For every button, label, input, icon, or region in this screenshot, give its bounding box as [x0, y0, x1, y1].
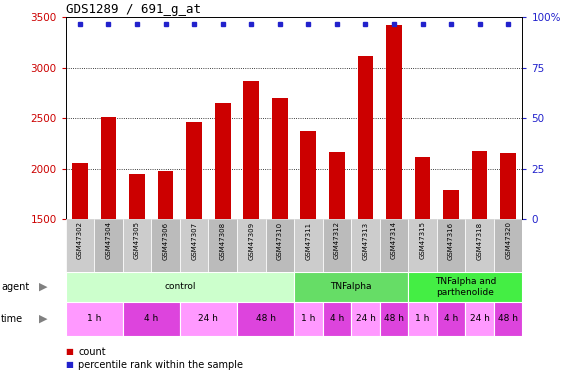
Bar	[180, 219, 208, 272]
Bar	[351, 302, 380, 336]
Text: TNFalpha: TNFalpha	[331, 282, 372, 291]
Text: GSM47311: GSM47311	[305, 222, 311, 260]
Text: agent: agent	[1, 282, 29, 292]
Bar	[465, 302, 494, 336]
Bar	[437, 302, 465, 336]
Text: ▶: ▶	[39, 282, 47, 292]
Text: 1 h: 1 h	[301, 314, 316, 323]
Text: 24 h: 24 h	[356, 314, 375, 323]
Text: GSM47312: GSM47312	[334, 222, 340, 260]
Bar	[208, 219, 237, 272]
Bar	[272, 98, 288, 219]
Bar	[123, 302, 180, 336]
Bar	[300, 131, 316, 219]
Text: GSM47309: GSM47309	[248, 222, 254, 260]
Bar	[494, 219, 522, 272]
Bar	[129, 174, 145, 219]
Bar	[66, 302, 123, 336]
Bar	[443, 190, 459, 219]
Text: GSM47318: GSM47318	[477, 222, 482, 260]
Bar	[123, 219, 151, 272]
Text: control: control	[164, 282, 196, 291]
Bar	[151, 219, 180, 272]
Text: 48 h: 48 h	[498, 314, 518, 323]
Text: GSM47304: GSM47304	[106, 222, 111, 260]
Bar	[386, 25, 402, 219]
Text: ▶: ▶	[39, 314, 47, 324]
Bar	[66, 219, 94, 272]
Bar	[215, 103, 231, 219]
Bar	[494, 302, 522, 336]
Bar	[323, 219, 351, 272]
Text: GSM47302: GSM47302	[77, 222, 83, 260]
Text: GSM47315: GSM47315	[420, 222, 425, 260]
Bar	[94, 219, 123, 272]
Bar	[408, 219, 437, 272]
Text: GSM47320: GSM47320	[505, 222, 511, 260]
Text: TNFalpha and
parthenolide: TNFalpha and parthenolide	[435, 277, 496, 297]
Text: GSM47314: GSM47314	[391, 222, 397, 260]
Bar	[237, 302, 294, 336]
Bar	[437, 219, 465, 272]
Bar	[266, 219, 294, 272]
Bar	[100, 117, 116, 219]
Bar	[72, 163, 88, 219]
Text: GSM47306: GSM47306	[163, 222, 168, 260]
Bar	[158, 171, 174, 219]
Bar	[380, 302, 408, 336]
Bar	[294, 219, 323, 272]
Bar	[380, 219, 408, 272]
Text: 48 h: 48 h	[384, 314, 404, 323]
Text: GSM47308: GSM47308	[220, 222, 226, 260]
Bar	[180, 302, 237, 336]
Bar	[408, 272, 522, 302]
Text: GDS1289 / 691_g_at: GDS1289 / 691_g_at	[66, 3, 200, 16]
Bar	[351, 219, 380, 272]
Text: GSM47307: GSM47307	[191, 222, 197, 260]
Text: percentile rank within the sample: percentile rank within the sample	[78, 360, 243, 370]
Bar	[237, 219, 266, 272]
Bar	[500, 153, 516, 219]
Bar	[408, 302, 437, 336]
Text: 1 h: 1 h	[415, 314, 430, 323]
Text: 4 h: 4 h	[144, 314, 158, 323]
Text: 24 h: 24 h	[199, 314, 218, 323]
Text: time: time	[1, 314, 23, 324]
Text: GSM47316: GSM47316	[448, 222, 454, 260]
Text: GSM47310: GSM47310	[277, 222, 283, 260]
Bar	[243, 81, 259, 219]
Bar	[294, 302, 323, 336]
Text: 24 h: 24 h	[470, 314, 489, 323]
Text: 4 h: 4 h	[330, 314, 344, 323]
Text: ■: ■	[66, 360, 74, 369]
Text: 1 h: 1 h	[87, 314, 102, 323]
Bar	[186, 122, 202, 219]
Bar	[323, 302, 351, 336]
Bar	[329, 152, 345, 219]
Text: GSM47313: GSM47313	[363, 222, 368, 260]
Bar	[415, 157, 431, 219]
Text: count: count	[78, 347, 106, 357]
Text: GSM47305: GSM47305	[134, 222, 140, 260]
Text: 48 h: 48 h	[255, 314, 276, 323]
Text: ■: ■	[66, 347, 74, 356]
Bar	[465, 219, 494, 272]
Text: 4 h: 4 h	[444, 314, 458, 323]
Bar	[294, 272, 408, 302]
Bar	[357, 56, 373, 219]
Bar	[472, 151, 488, 219]
Bar	[66, 272, 294, 302]
